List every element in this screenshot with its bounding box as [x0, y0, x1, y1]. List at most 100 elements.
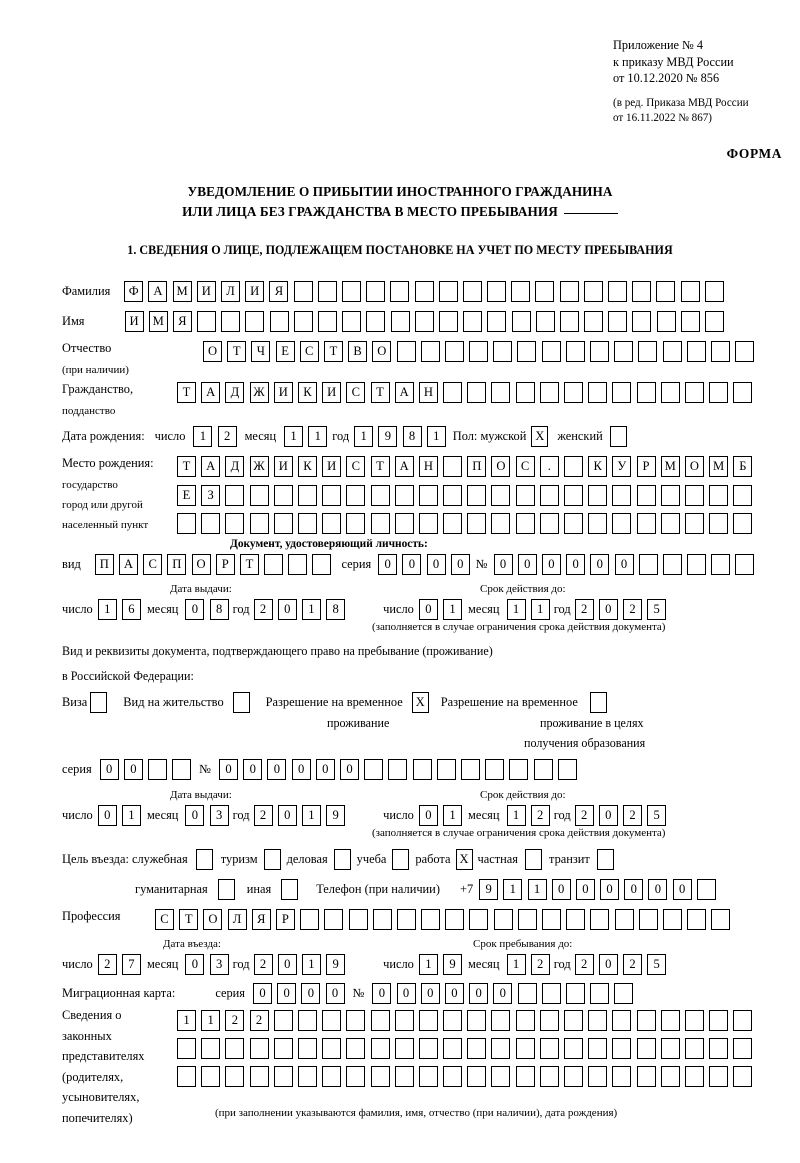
char-box[interactable]: [515, 1066, 535, 1087]
char-box[interactable]: [317, 281, 337, 302]
char-box[interactable]: [687, 909, 707, 930]
visa-checkbox[interactable]: [90, 692, 108, 713]
char-box[interactable]: 2: [253, 954, 273, 975]
char-box[interactable]: [467, 382, 487, 403]
char-box[interactable]: 9: [326, 805, 346, 826]
char-box[interactable]: 0: [277, 983, 297, 1004]
char-box[interactable]: [469, 909, 489, 930]
char-box[interactable]: 0: [185, 599, 205, 620]
char-box[interactable]: [370, 1066, 390, 1087]
char-box[interactable]: С: [155, 909, 174, 930]
char-box[interactable]: [491, 485, 511, 506]
char-box[interactable]: П: [167, 554, 187, 575]
char-box[interactable]: [394, 1010, 414, 1031]
char-box[interactable]: И: [124, 311, 144, 332]
char-box[interactable]: 0: [301, 983, 321, 1004]
char-box[interactable]: [225, 513, 245, 534]
char-box[interactable]: 0: [378, 554, 398, 575]
char-box[interactable]: Р: [215, 554, 235, 575]
char-box[interactable]: 0: [291, 759, 311, 780]
char-box[interactable]: 7: [121, 954, 141, 975]
char-box[interactable]: [297, 1066, 317, 1087]
char-box[interactable]: [564, 382, 583, 403]
char-box[interactable]: [656, 311, 676, 332]
char-box[interactable]: [418, 1010, 438, 1031]
char-box[interactable]: Т: [177, 382, 196, 403]
char-box[interactable]: [709, 513, 729, 534]
char-box[interactable]: [394, 513, 414, 534]
char-box[interactable]: 0: [219, 759, 239, 780]
char-box[interactable]: [733, 1010, 753, 1031]
char-box[interactable]: [201, 1038, 221, 1059]
char-box[interactable]: 1: [301, 805, 321, 826]
char-box[interactable]: 1: [301, 599, 321, 620]
char-box[interactable]: [612, 1038, 632, 1059]
char-box[interactable]: Я: [251, 909, 271, 930]
char-box[interactable]: [535, 281, 555, 302]
char-box[interactable]: О: [203, 341, 222, 362]
char-box[interactable]: С: [299, 341, 319, 362]
char-box[interactable]: [660, 1010, 680, 1031]
char-box[interactable]: [322, 1066, 342, 1087]
char-box[interactable]: М: [660, 456, 680, 477]
char-box[interactable]: [444, 341, 464, 362]
char-box[interactable]: 0: [277, 805, 297, 826]
char-box[interactable]: 0: [541, 554, 561, 575]
char-box[interactable]: О: [684, 456, 704, 477]
char-box[interactable]: 0: [493, 983, 513, 1004]
char-box[interactable]: 0: [672, 879, 692, 900]
char-box[interactable]: 0: [253, 983, 272, 1004]
char-box[interactable]: 1: [284, 426, 304, 447]
char-box[interactable]: [515, 1010, 535, 1031]
char-box[interactable]: [515, 485, 535, 506]
char-box[interactable]: [273, 513, 293, 534]
char-box[interactable]: [636, 485, 656, 506]
char-box[interactable]: [709, 1066, 729, 1087]
char-box[interactable]: [418, 513, 438, 534]
char-box[interactable]: [249, 1038, 269, 1059]
char-box[interactable]: [588, 513, 608, 534]
char-box[interactable]: 0: [372, 983, 392, 1004]
char-box[interactable]: [566, 909, 586, 930]
char-box[interactable]: 6: [121, 599, 141, 620]
char-box[interactable]: 0: [418, 805, 438, 826]
char-box[interactable]: [636, 513, 656, 534]
char-box[interactable]: Р: [275, 909, 295, 930]
temp-residence-checkbox[interactable]: X: [411, 692, 429, 713]
char-box[interactable]: [705, 311, 724, 332]
char-box[interactable]: [542, 909, 561, 930]
char-box[interactable]: Н: [418, 456, 438, 477]
char-box[interactable]: 8: [209, 599, 229, 620]
char-box[interactable]: [660, 513, 680, 534]
char-box[interactable]: 0: [418, 599, 438, 620]
char-box[interactable]: [418, 485, 438, 506]
char-box[interactable]: [517, 341, 537, 362]
char-box[interactable]: 1: [443, 599, 463, 620]
char-box[interactable]: [612, 513, 632, 534]
char-box[interactable]: [467, 1066, 487, 1087]
char-box[interactable]: 0: [315, 759, 335, 780]
char-box[interactable]: [710, 341, 730, 362]
char-box[interactable]: И: [273, 382, 293, 403]
char-box[interactable]: 0: [267, 759, 287, 780]
char-box[interactable]: Д: [225, 382, 245, 403]
purpose-other-checkbox[interactable]: [281, 879, 299, 900]
char-box[interactable]: [517, 983, 537, 1004]
char-box[interactable]: [515, 1038, 535, 1059]
char-box[interactable]: [491, 1010, 511, 1031]
char-box[interactable]: [533, 759, 553, 780]
char-box[interactable]: [421, 909, 441, 930]
char-box[interactable]: И: [196, 281, 216, 302]
char-box[interactable]: [539, 485, 559, 506]
char-box[interactable]: [614, 983, 634, 1004]
char-box[interactable]: [197, 311, 217, 332]
char-box[interactable]: [460, 759, 480, 780]
char-box[interactable]: [438, 311, 458, 332]
char-box[interactable]: [487, 311, 507, 332]
char-box[interactable]: [264, 554, 284, 575]
char-box[interactable]: Р: [636, 456, 656, 477]
char-box[interactable]: Л: [221, 281, 241, 302]
char-box[interactable]: 0: [325, 983, 345, 1004]
char-box[interactable]: 0: [598, 805, 618, 826]
char-box[interactable]: Т: [177, 456, 196, 477]
